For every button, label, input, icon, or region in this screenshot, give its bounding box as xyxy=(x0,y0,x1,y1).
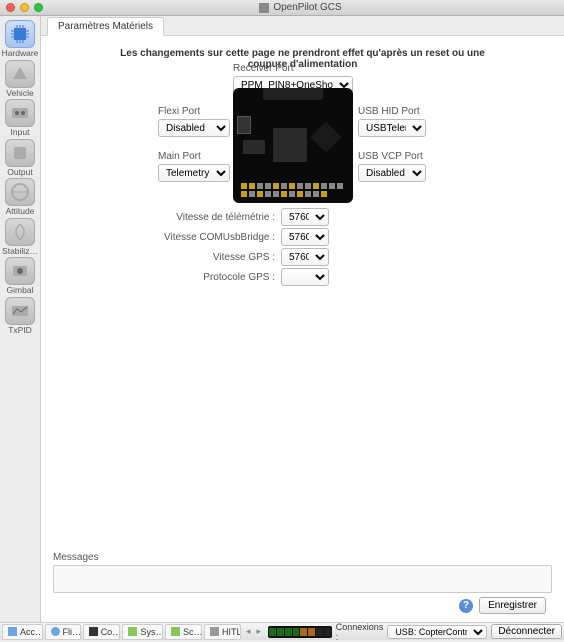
status-meter xyxy=(268,626,332,638)
sidebar-item-label: Gimbal xyxy=(7,286,34,295)
titlebar: OpenPilot GCS xyxy=(0,0,564,16)
gps-speed-select[interactable]: 57600 xyxy=(281,248,329,266)
input-icon xyxy=(5,99,35,127)
usb-hid-port-label: USB HID Port xyxy=(358,106,426,117)
help-icon[interactable]: ? xyxy=(459,599,473,613)
txpid-icon xyxy=(5,297,35,325)
sidebar-item-txpid[interactable]: TxPID xyxy=(1,297,39,335)
chip-icon xyxy=(5,20,35,48)
usb-hid-port-select[interactable]: USBTelemetry xyxy=(358,119,426,137)
connection-select[interactable]: USB: CopterControl xyxy=(387,625,487,639)
save-button[interactable]: Enregistrer xyxy=(479,597,546,614)
minimize-icon[interactable] xyxy=(20,3,29,12)
sidebar-item-label: Output xyxy=(7,168,33,177)
zoom-icon[interactable] xyxy=(34,3,43,12)
sidebar-item-output[interactable]: Output xyxy=(1,139,39,177)
main-port-label: Main Port xyxy=(158,151,230,162)
gps-speed-label: Vitesse GPS : xyxy=(163,252,281,263)
board-diagram xyxy=(233,88,353,203)
sidebar-item-vehicle[interactable]: Vehicle xyxy=(1,60,39,98)
sidebar-item-gimbal[interactable]: Gimbal xyxy=(1,257,39,295)
comusb-speed-label: Vitesse COMUsbBridge : xyxy=(163,232,281,243)
status-tab[interactable]: Sc… xyxy=(165,624,202,640)
gimbal-icon xyxy=(5,257,35,285)
window-title: OpenPilot GCS xyxy=(43,2,558,13)
tab-hardware-settings[interactable]: Paramètres Matériels xyxy=(47,17,164,36)
messages-box xyxy=(53,565,552,593)
disconnect-button[interactable]: Déconnecter xyxy=(491,624,562,639)
receiver-port-label: Receiver Port xyxy=(233,63,353,74)
sidebar-item-label: Vehicle xyxy=(6,89,33,98)
sidebar-item-label: Attitude xyxy=(6,207,35,216)
sidebar-item-stabilization[interactable]: Stabiliz… xyxy=(1,218,39,256)
sidebar-item-attitude[interactable]: Attitude xyxy=(1,178,39,216)
output-icon xyxy=(5,139,35,167)
attitude-icon xyxy=(5,178,35,206)
status-tab[interactable]: Fli… xyxy=(45,624,81,640)
telemetry-speed-select[interactable]: 57600 xyxy=(281,208,329,226)
status-tab[interactable]: Acc… xyxy=(2,624,43,640)
close-icon[interactable] xyxy=(6,3,15,12)
status-tab[interactable]: HITL xyxy=(204,624,241,640)
sidebar-item-label: Stabiliz… xyxy=(2,247,38,256)
sidebar-item-label: TxPID xyxy=(8,326,32,335)
sidebar-item-hardware[interactable]: Hardware xyxy=(1,20,39,58)
main-port-select[interactable]: Telemetry xyxy=(158,164,230,182)
messages-label: Messages xyxy=(53,552,552,563)
usb-vcp-port-label: USB VCP Port xyxy=(358,151,426,162)
flexi-port-select[interactable]: Disabled xyxy=(158,119,230,137)
sidebar-item-label: Hardware xyxy=(2,49,39,58)
traffic-lights xyxy=(6,3,43,12)
scroll-right-icon[interactable]: ▸ xyxy=(253,626,264,637)
stabilization-icon xyxy=(5,218,35,246)
sidebar: Hardware Vehicle Input Output Attitude S… xyxy=(0,16,40,622)
status-tab[interactable]: Sys… xyxy=(122,624,163,640)
sidebar-item-label: Input xyxy=(11,128,30,137)
app-icon xyxy=(259,3,269,13)
scroll-left-icon[interactable]: ◂ xyxy=(243,626,254,637)
usb-vcp-port-select[interactable]: Disabled xyxy=(358,164,426,182)
gps-protocol-select[interactable] xyxy=(281,268,329,286)
status-tab[interactable]: Co… xyxy=(83,624,121,640)
vehicle-icon xyxy=(5,60,35,88)
tabbar: Paramètres Matériels xyxy=(41,16,564,36)
connections-label: Connexions : xyxy=(336,622,384,642)
telemetry-speed-label: Vitesse de télémétrie : xyxy=(163,212,281,223)
sidebar-item-input[interactable]: Input xyxy=(1,99,39,137)
statusbar: Acc… Fli… Co… Sys… Sc… HITL ◂ ▸ Connexio… xyxy=(0,622,564,640)
flexi-port-label: Flexi Port xyxy=(158,106,230,117)
window-title-text: OpenPilot GCS xyxy=(273,2,341,13)
gps-protocol-label: Protocole GPS : xyxy=(163,272,281,283)
comusb-speed-select[interactable]: 57600 xyxy=(281,228,329,246)
